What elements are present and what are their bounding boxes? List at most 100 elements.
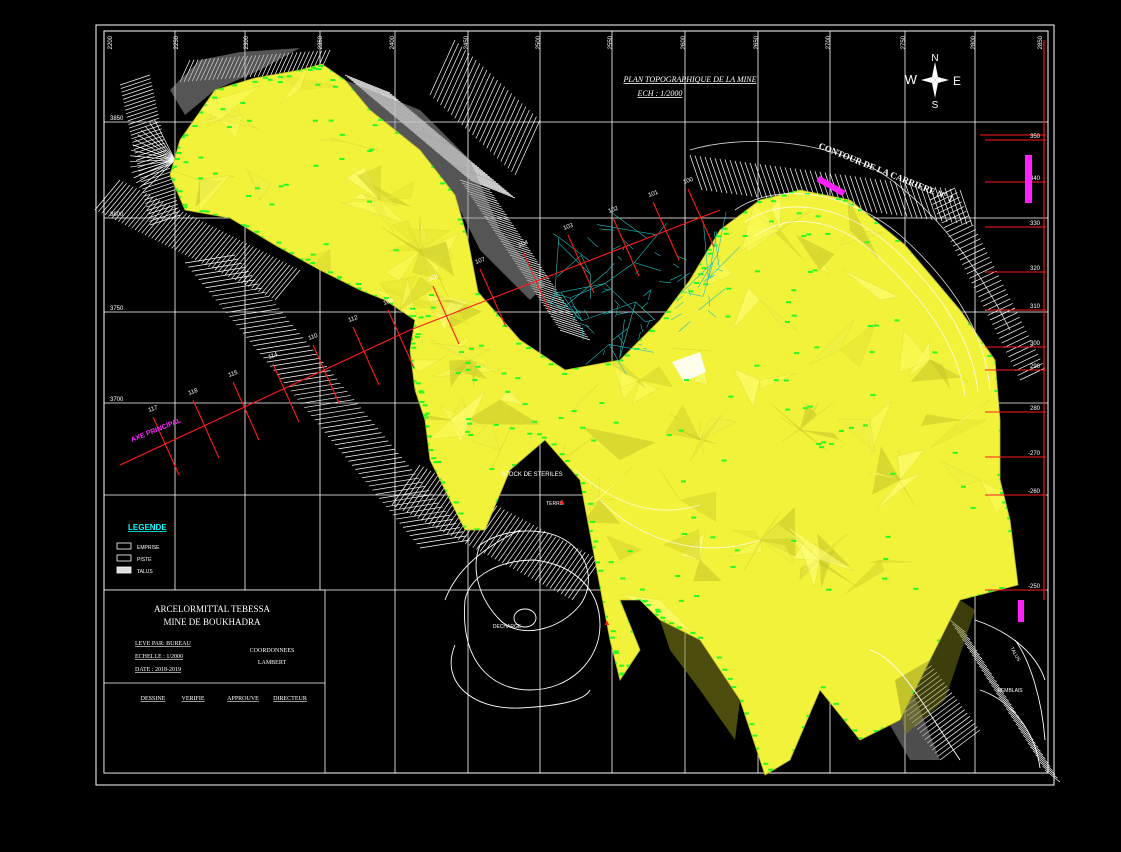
grid-right-label: -250 bbox=[1028, 584, 1041, 590]
grid-top-label: 2250 bbox=[174, 35, 180, 49]
grid-right-label: 320 bbox=[1030, 266, 1041, 272]
profile-tick bbox=[152, 416, 180, 476]
title-line-2: ECHELLE : 1/2000 bbox=[135, 654, 183, 660]
grid-top-label: 2500 bbox=[536, 35, 542, 49]
grid-right-label: 330 bbox=[1030, 221, 1041, 227]
red-marker-a: ▲ bbox=[558, 497, 566, 506]
grid-top-label: 2750 bbox=[901, 35, 907, 49]
legend-title: LEGENDE bbox=[128, 523, 167, 532]
profile-number: 115 bbox=[228, 370, 240, 379]
profile-number: 112 bbox=[348, 315, 360, 324]
title-block-frame bbox=[103, 589, 326, 774]
grid-top-label: 2600 bbox=[681, 35, 687, 49]
grid-top-label: 2200 bbox=[108, 35, 114, 49]
profile-number: 114 bbox=[268, 352, 280, 361]
lower-right-label-1: REMBLAIS bbox=[997, 688, 1023, 694]
grid-right-label: 310 bbox=[1030, 304, 1041, 310]
title-block: ARCELORMITTAL TEBESSA MINE DE BOUKHADRA … bbox=[135, 604, 307, 702]
contour-label: CONTOUR DE LA CARRIERE N° 1 bbox=[817, 141, 955, 204]
grid-right-label: -260 bbox=[1028, 489, 1041, 495]
pond-label: DECHARGE bbox=[493, 624, 522, 630]
profile-tick bbox=[192, 399, 220, 459]
profile-number: 100 bbox=[683, 177, 695, 186]
legend-swatch-2 bbox=[116, 554, 132, 562]
sheet-inner-border bbox=[103, 30, 1049, 774]
grid-right-label: 300 bbox=[1030, 341, 1041, 347]
profile-number: 103 bbox=[563, 223, 575, 232]
profile-tick bbox=[687, 188, 715, 248]
profile-tick bbox=[432, 285, 460, 345]
stockpile-label: STOCK DE STERILES bbox=[501, 472, 562, 478]
grid-top-label: 2550 bbox=[608, 35, 614, 49]
grid-right-labels: 350 340 330 320 310 300 290 280 -270 -260 -250 bbox=[985, 134, 1046, 591]
legend-item-2: PISTE bbox=[137, 557, 152, 563]
profile-tick bbox=[232, 381, 260, 441]
mine-name: MINE DE BOUKHADRA bbox=[164, 617, 261, 627]
grid-top-label: 2850 bbox=[1038, 35, 1044, 49]
grid-top-label: 2800 bbox=[971, 35, 977, 49]
pit-white-spot bbox=[672, 352, 706, 382]
magenta-marker-low bbox=[1018, 600, 1024, 622]
red-marker-b: ▲ bbox=[603, 618, 611, 627]
profile-tick bbox=[352, 326, 380, 386]
profile-number: 101 bbox=[648, 190, 660, 199]
profile-number: 107 bbox=[475, 257, 487, 266]
grid-top-label: 2400 bbox=[390, 35, 396, 49]
profile-number: 102 bbox=[608, 206, 620, 215]
legend-item-3: TALUS bbox=[137, 569, 153, 575]
legend-swatch-1 bbox=[116, 542, 132, 550]
grid-top-label: 2350 bbox=[318, 35, 324, 49]
grid-left-label: 3800 bbox=[110, 212, 124, 218]
compass-rose-icon: N S W E bbox=[905, 53, 961, 111]
signature-1: DESSINE bbox=[141, 696, 166, 702]
grid-left-labels: 3850 3800 3750 3700 bbox=[110, 116, 124, 403]
profile-tick bbox=[567, 234, 595, 294]
profile-number: 109 bbox=[383, 298, 395, 307]
grid-top-label: 2650 bbox=[754, 35, 760, 49]
drawing-title: PLAN TOPOGRAPHIQUE DE LA MINE bbox=[622, 75, 756, 84]
profile-tick bbox=[312, 344, 340, 404]
signature-4: DIRECTEUR bbox=[273, 696, 307, 702]
legend-swatch-3 bbox=[116, 566, 132, 574]
profile-number: 108 bbox=[428, 274, 440, 283]
grid-right-label: 290 bbox=[1030, 364, 1041, 370]
profile-tick bbox=[652, 201, 680, 261]
magenta-marker-right bbox=[1025, 155, 1032, 203]
grid-top-label: 2450 bbox=[464, 35, 470, 49]
pit-shadow bbox=[660, 620, 740, 740]
grid-right-label: 340 bbox=[1030, 176, 1041, 182]
grid-left-label: 3750 bbox=[110, 306, 124, 312]
coords-line-2: LAMBERT bbox=[258, 660, 287, 666]
profile-lines: 117 118 115 114 110 112 109 108 107 104 103 102 101 1… bbox=[119, 40, 1046, 600]
west-letter: W bbox=[905, 72, 918, 87]
grid-top-labels: 2200 2250 2300 2350 2400 2450 2500 2550 2600 2650… bbox=[108, 35, 1044, 49]
grid-right-label: 280 bbox=[1030, 406, 1041, 412]
company-name: ARCELORMITTAL TEBESSA bbox=[154, 604, 271, 614]
lower-right-label-2: TALUS bbox=[1008, 646, 1021, 663]
grid-top-label: 2300 bbox=[244, 35, 250, 49]
grid-left-label: 3850 bbox=[110, 116, 124, 122]
title-line-3: DATE : 2018-2019 bbox=[135, 667, 181, 673]
mine-contours bbox=[574, 141, 1011, 549]
east-letter: E bbox=[953, 74, 961, 88]
legend: LEGENDE EMPRISE PISTE TALUS bbox=[116, 523, 167, 575]
magenta-marker-top bbox=[816, 175, 846, 197]
dump-label: TERRIL bbox=[546, 501, 564, 507]
drawing-subtitle: ECH : 1/2000 bbox=[637, 89, 683, 98]
dump-outlines-right bbox=[869, 619, 1046, 769]
profile-number: 104 bbox=[518, 240, 530, 249]
profile-tick bbox=[387, 309, 415, 369]
cyan-survey-mesh bbox=[522, 211, 740, 376]
title-line-1: LEVE PAR: BUREAU bbox=[135, 641, 191, 647]
grid-top-label: 2700 bbox=[826, 35, 832, 49]
sheet-border bbox=[95, 24, 1055, 786]
legend-item-1: EMPRISE bbox=[137, 545, 160, 551]
south-letter: S bbox=[932, 100, 939, 111]
mine-surface bbox=[169, 63, 1019, 776]
profile-tick bbox=[612, 217, 640, 277]
grid-right-label: 350 bbox=[1030, 134, 1041, 140]
pit-shadow-2 bbox=[895, 600, 975, 735]
profile-number: 110 bbox=[308, 333, 320, 342]
